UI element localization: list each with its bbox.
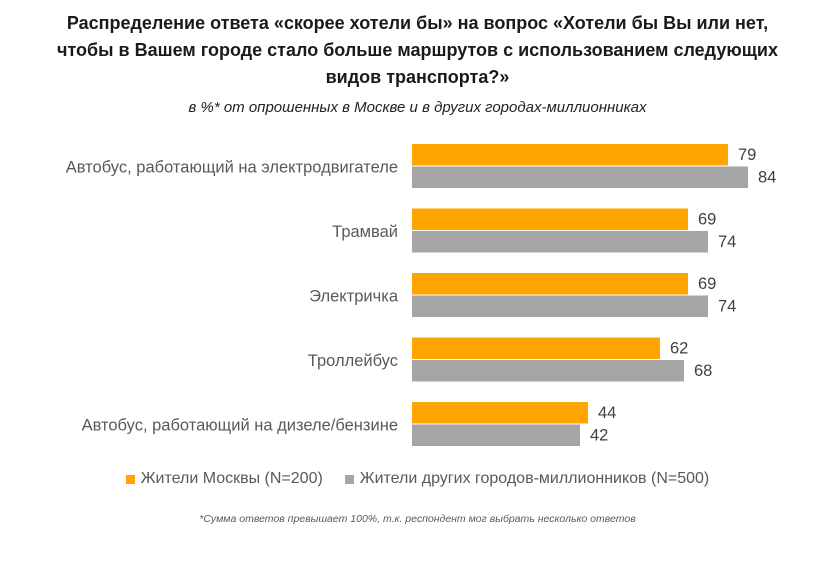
bar-suburban-train-moscow <box>412 273 688 295</box>
value-label-trolleybus-moscow: 62 <box>670 340 688 358</box>
value-label-trolleybus-other-cities: 68 <box>694 362 712 380</box>
bar-tram-moscow <box>412 208 688 230</box>
bar-electric-bus-moscow <box>412 144 728 166</box>
bar-tram-other-cities <box>412 231 708 253</box>
bar-trolleybus-other-cities <box>412 360 684 382</box>
chart-title: Распределение ответа «скорее хотели бы» … <box>57 13 778 87</box>
category-label-tram: Трамвай <box>332 223 398 241</box>
bar-electric-bus-other-cities <box>412 166 748 188</box>
legend-item-moscow: Жители Москвы (N=200) <box>125 470 323 488</box>
value-label-tram-other-cities: 74 <box>718 233 736 251</box>
category-label-trolleybus: Троллейбус <box>308 352 398 370</box>
legend-swatch-moscow <box>125 474 135 484</box>
bar-diesel-bus-moscow <box>412 402 588 424</box>
value-label-suburban-train-other-cities: 74 <box>718 298 736 316</box>
value-label-tram-moscow: 69 <box>698 211 716 229</box>
legend-item-other-cities: Жители других городов-миллионников (N=50… <box>344 470 710 488</box>
value-label-suburban-train-moscow: 69 <box>698 275 716 293</box>
category-label-electric-bus: Автобус, работающий на электродвигателе <box>66 158 398 176</box>
value-label-electric-bus-other-cities: 84 <box>758 169 776 187</box>
legend-label-other-cities: Жители других городов-миллионников (N=50… <box>359 470 710 487</box>
category-label-diesel-bus: Автобус, работающий на дизеле/бензине <box>82 416 398 434</box>
chart-legend: Жители Москвы (N=200) Жители других горо… <box>0 470 835 488</box>
category-label-suburban-train: Электричка <box>309 287 399 305</box>
chart-subtitle: в %* от опрошенных в Москве и в других г… <box>188 99 647 116</box>
value-label-diesel-bus-moscow: 44 <box>598 404 616 422</box>
value-label-diesel-bus-other-cities: 42 <box>590 427 608 445</box>
bar-trolleybus-moscow <box>412 337 660 359</box>
value-label-electric-bus-moscow: 79 <box>738 146 756 164</box>
chart-footnote: *Сумма ответов превышает 100%, т.к. респ… <box>199 513 636 525</box>
legend-swatch-other-cities <box>344 474 354 484</box>
bar-chart: Автобус, работающий на электродвигателе 7… <box>66 144 776 446</box>
legend-label-moscow: Жители Москвы (N=200) <box>140 470 323 487</box>
bar-suburban-train-other-cities <box>412 295 708 317</box>
bar-diesel-bus-other-cities <box>412 424 580 446</box>
